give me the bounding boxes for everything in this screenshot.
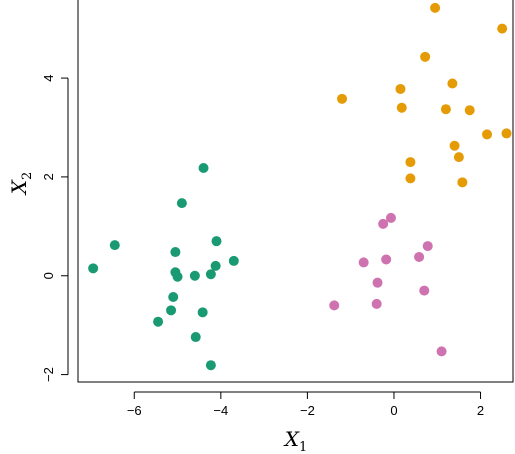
data-point-cluster-1 xyxy=(210,260,221,271)
data-point-cluster-1 xyxy=(109,240,120,251)
data-point-cluster-2 xyxy=(440,104,451,115)
data-point-cluster-2 xyxy=(447,78,458,89)
data-point-cluster-1 xyxy=(198,163,209,174)
y-tick-label: 0 xyxy=(41,272,56,279)
data-point-cluster-3 xyxy=(419,285,430,296)
y-tick-label: 4 xyxy=(41,74,56,81)
data-point-cluster-3 xyxy=(436,346,447,357)
data-point-cluster-1 xyxy=(211,236,222,247)
data-point-cluster-2 xyxy=(501,128,512,139)
data-point-cluster-2 xyxy=(395,83,406,94)
x-tick-label: −2 xyxy=(300,403,315,418)
x-axis-title-subscript: 1 xyxy=(299,440,307,454)
x-axis-title: X1 xyxy=(283,427,308,454)
data-point-cluster-3 xyxy=(358,257,369,268)
data-point-cluster-2 xyxy=(420,51,431,62)
plot-frame xyxy=(77,0,514,383)
data-point-cluster-2 xyxy=(482,129,493,140)
data-point-cluster-2 xyxy=(430,2,441,13)
x-axis-title-base: X xyxy=(283,427,300,451)
y-axis-title: X2 xyxy=(7,172,35,197)
data-point-cluster-1 xyxy=(172,271,183,282)
data-point-cluster-2 xyxy=(405,157,416,168)
data-point-cluster-1 xyxy=(228,255,239,266)
data-point-cluster-1 xyxy=(205,269,216,280)
y-tick-label: −2 xyxy=(41,367,56,382)
x-tick-label: −4 xyxy=(213,403,228,418)
data-point-cluster-1 xyxy=(88,263,99,274)
data-point-cluster-2 xyxy=(497,23,508,34)
data-point-cluster-2 xyxy=(337,93,348,104)
data-point-cluster-1 xyxy=(153,316,164,327)
data-point-cluster-1 xyxy=(166,305,177,316)
x-tick-label: −6 xyxy=(127,403,142,418)
data-point-cluster-3 xyxy=(372,277,383,288)
data-point-cluster-1 xyxy=(197,307,208,318)
data-point-cluster-2 xyxy=(457,177,468,188)
y-axis-title-base: X xyxy=(7,179,31,196)
data-point-cluster-1 xyxy=(190,332,201,343)
x-tick-label: 0 xyxy=(390,403,397,418)
data-point-cluster-1 xyxy=(168,291,179,302)
data-point-cluster-1 xyxy=(176,198,187,209)
data-point-cluster-1 xyxy=(189,270,200,281)
data-point-cluster-3 xyxy=(414,251,425,262)
x-tick-label: 2 xyxy=(477,403,484,418)
data-point-cluster-2 xyxy=(453,152,464,163)
data-point-cluster-3 xyxy=(385,212,396,223)
data-point-cluster-2 xyxy=(449,140,460,151)
data-point-cluster-2 xyxy=(396,102,407,113)
data-point-cluster-1 xyxy=(205,360,216,371)
data-point-cluster-3 xyxy=(329,300,340,311)
data-point-cluster-3 xyxy=(381,254,392,265)
data-points xyxy=(88,2,512,371)
y-axis-title-subscript: 2 xyxy=(20,172,35,180)
data-point-cluster-3 xyxy=(378,218,389,229)
data-point-cluster-1 xyxy=(170,247,181,258)
data-point-cluster-2 xyxy=(405,173,416,184)
data-point-cluster-3 xyxy=(422,241,433,252)
y-tick-label: 2 xyxy=(41,173,56,180)
data-point-cluster-3 xyxy=(371,298,382,309)
x-axis: −6 −4 −2 0 2 xyxy=(127,391,484,418)
y-axis: −2 0 2 4 xyxy=(41,74,69,382)
data-point-cluster-2 xyxy=(464,105,475,116)
